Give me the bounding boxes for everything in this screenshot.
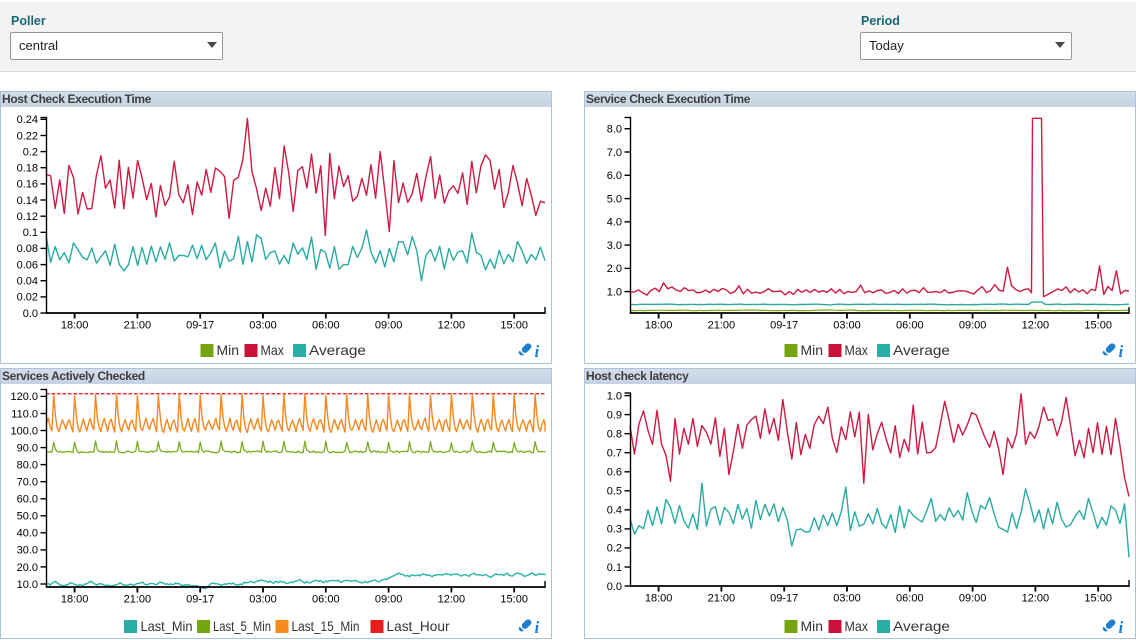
svg-text:0.12: 0.12 [17,211,38,223]
svg-text:12:00: 12:00 [1022,320,1050,332]
svg-text:Max: Max [261,342,285,358]
svg-text:Min: Min [217,342,240,358]
svg-text:03:00: 03:00 [833,320,861,332]
svg-text:09:00: 09:00 [375,320,403,332]
svg-text:4.0: 4.0 [607,217,622,229]
svg-text:09:00: 09:00 [959,593,987,605]
svg-text:5.0: 5.0 [607,193,622,205]
svg-text:Min: Min [801,618,824,634]
svg-text:0.3: 0.3 [607,524,622,536]
svg-text:0.2: 0.2 [23,146,38,158]
svg-text:0.06: 0.06 [17,259,38,271]
svg-text:Min: Min [801,342,824,358]
svg-text:12:00: 12:00 [1022,593,1050,605]
svg-text:06:00: 06:00 [312,320,340,332]
svg-text:60.0: 60.0 [17,494,38,506]
svg-text:0.6: 0.6 [607,467,622,479]
svg-text:0.0: 0.0 [23,308,38,320]
svg-text:Last_Hour: Last_Hour [387,618,450,634]
svg-text:0.02: 0.02 [17,292,38,304]
svg-text:0.0: 0.0 [607,581,622,593]
svg-text:15:00: 15:00 [1084,593,1112,605]
svg-text:0.18: 0.18 [17,163,38,175]
svg-text:0.1: 0.1 [23,227,38,239]
svg-text:0.2: 0.2 [607,543,622,555]
svg-text:18:00: 18:00 [61,594,89,606]
svg-text:70.0: 70.0 [17,477,38,489]
svg-text:i: i [1119,342,1124,361]
svg-text:120.0: 120.0 [10,391,38,403]
svg-text:12:00: 12:00 [438,594,466,606]
svg-text:18:00: 18:00 [61,320,89,332]
svg-text:3.0: 3.0 [607,240,622,252]
svg-text:12:00: 12:00 [438,320,466,332]
svg-text:21:00: 21:00 [124,320,152,332]
svg-text:09-17: 09-17 [770,320,798,332]
svg-text:1.0: 1.0 [607,286,622,298]
svg-text:15:00: 15:00 [1084,320,1112,332]
svg-text:06:00: 06:00 [896,320,924,332]
svg-text:0.16: 0.16 [17,179,38,191]
svg-text:0.22: 0.22 [17,130,38,142]
svg-text:21:00: 21:00 [124,594,152,606]
svg-text:15:00: 15:00 [500,320,528,332]
svg-text:03:00: 03:00 [249,594,277,606]
svg-text:03:00: 03:00 [833,593,861,605]
svg-text:Average: Average [893,618,950,634]
svg-text:i: i [535,618,540,637]
svg-text:06:00: 06:00 [896,593,924,605]
svg-text:6.0: 6.0 [607,170,622,182]
svg-text:Max: Max [845,342,869,358]
svg-text:30.0: 30.0 [17,545,38,557]
svg-text:i: i [1119,618,1124,637]
svg-text:0.24: 0.24 [17,114,38,126]
svg-text:0.1: 0.1 [607,562,622,574]
svg-text:Last_15_Min: Last_15_Min [292,618,360,634]
svg-text:Max: Max [845,618,869,634]
svg-text:Average: Average [893,342,950,358]
svg-text:03:00: 03:00 [249,320,277,332]
svg-text:21:00: 21:00 [708,593,736,605]
svg-text:50.0: 50.0 [17,511,38,523]
svg-text:0.8: 0.8 [607,429,622,441]
svg-text:90.0: 90.0 [17,442,38,454]
svg-text:0.08: 0.08 [17,243,38,255]
svg-text:09-17: 09-17 [186,320,214,332]
svg-text:0.04: 0.04 [17,276,38,288]
svg-text:0.7: 0.7 [607,448,622,460]
svg-text:110.0: 110.0 [11,408,38,420]
svg-text:Last_Min: Last_Min [141,618,193,634]
svg-text:i: i [535,342,540,361]
svg-text:0.9: 0.9 [607,409,622,421]
svg-text:09:00: 09:00 [959,320,987,332]
svg-text:1.0: 1.0 [607,390,622,402]
svg-text:0.5: 0.5 [607,486,622,498]
svg-text:80.0: 80.0 [17,459,38,471]
svg-text:20.0: 20.0 [17,562,38,574]
svg-text:8.0: 8.0 [607,124,622,136]
svg-text:09:00: 09:00 [375,594,403,606]
svg-text:Average: Average [309,342,366,358]
svg-text:Last_5_Min: Last_5_Min [213,618,271,634]
svg-text:0.4: 0.4 [607,505,622,517]
svg-text:10.0: 10.0 [17,579,38,591]
svg-text:09-17: 09-17 [770,593,798,605]
svg-text:40.0: 40.0 [17,528,38,540]
svg-text:18:00: 18:00 [645,320,673,332]
svg-text:0.14: 0.14 [17,195,38,207]
svg-text:06:00: 06:00 [312,594,340,606]
svg-text:2.0: 2.0 [607,263,622,275]
svg-text:18:00: 18:00 [645,593,673,605]
svg-text:09-17: 09-17 [186,594,214,606]
svg-text:15:00: 15:00 [500,594,528,606]
svg-text:7.0: 7.0 [607,147,622,159]
svg-text:21:00: 21:00 [708,320,736,332]
svg-text:100.0: 100.0 [10,425,38,437]
